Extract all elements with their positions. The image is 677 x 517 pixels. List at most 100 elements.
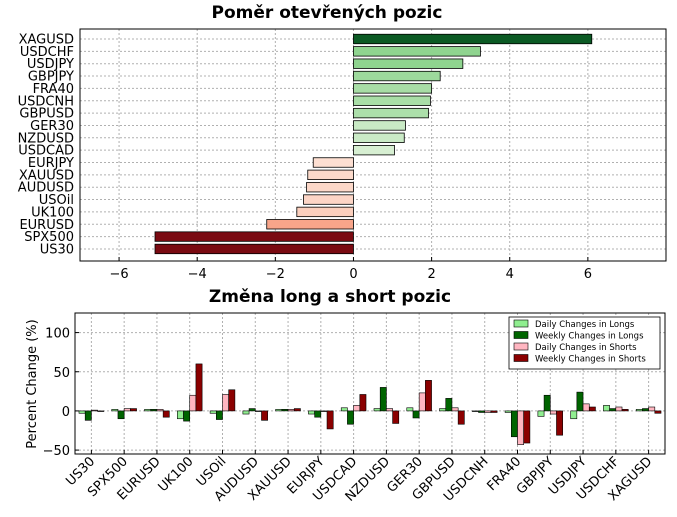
legend-swatch bbox=[513, 342, 529, 351]
change-bar-eurusd-s1 bbox=[150, 409, 158, 412]
ratio-bar-ger30 bbox=[353, 120, 406, 131]
change-bar-eurjpy-s3 bbox=[326, 410, 334, 430]
change-bar-gbpusd-s3 bbox=[457, 410, 465, 425]
ratio-bar-nzdusd bbox=[353, 132, 405, 143]
change-bar-nzdusd-s1 bbox=[379, 387, 387, 412]
ratio-bar-uk100 bbox=[296, 206, 354, 218]
change-bar-fra40-s0 bbox=[504, 410, 512, 413]
change-bar-usdjpy-s2 bbox=[582, 403, 590, 412]
ratio-bar-gbpjpy bbox=[353, 70, 441, 82]
ratio-category-label: XAUUSD bbox=[19, 168, 74, 183]
ratio-category-label: USDCAD bbox=[18, 144, 74, 159]
change-bar-nzdusd-s0 bbox=[373, 408, 381, 412]
change-bar-usdchf-s3 bbox=[621, 409, 629, 412]
ratio-bar-us30 bbox=[154, 243, 354, 255]
ratio-bar-spx500 bbox=[154, 231, 354, 242]
change-bar-eurjpy-s0 bbox=[308, 410, 315, 415]
change-bar-gbpjpy-s2 bbox=[549, 410, 557, 415]
ratio-x-tick-label: 0 bbox=[349, 267, 357, 282]
change-bar-usdcad-s3 bbox=[359, 394, 367, 412]
legend-swatch bbox=[513, 319, 529, 328]
ratio-category-label: GBPJPY bbox=[28, 70, 74, 85]
change-bar-us30-s1 bbox=[84, 410, 92, 421]
change-bar-ger30-s2 bbox=[418, 392, 426, 412]
change-bar-xagusd-s2 bbox=[648, 406, 656, 412]
change-bar-ger30-s0 bbox=[406, 407, 414, 412]
legend-label: Weekly Changes in Shorts bbox=[535, 355, 646, 365]
ratio-chart-x-ticks: −6 −4 −2 0 2 4 6 bbox=[109, 257, 592, 282]
change-bar-gbpusd-s2 bbox=[451, 407, 459, 412]
change-bar-usdchf-s0 bbox=[603, 405, 610, 412]
change-bar-eurusd-s2 bbox=[156, 409, 164, 412]
change-bar-gbpusd-s0 bbox=[439, 408, 447, 412]
change-bar-audusd-s3 bbox=[261, 410, 268, 421]
change-bar-eurjpy-s2 bbox=[320, 410, 328, 412]
change-bar-gbpusd-s1 bbox=[445, 398, 453, 412]
change-bar-fra40-s3 bbox=[523, 410, 531, 444]
ratio-bar-xagusd bbox=[353, 33, 593, 45]
ratio-category-label: AUDUSD bbox=[18, 181, 74, 196]
change-bar-fra40-s2 bbox=[517, 410, 524, 445]
change-y-tick-label: 0 bbox=[62, 405, 70, 420]
legend-label: Daily Changes in Shorts bbox=[535, 343, 637, 353]
ratio-chart-frame bbox=[79, 28, 667, 262]
change-bar-nzdusd-s3 bbox=[392, 410, 400, 424]
ratio-bar-usdjpy bbox=[353, 58, 464, 69]
ratio-category-label: GER30 bbox=[30, 119, 74, 134]
ratio-x-tick-label: −6 bbox=[109, 267, 128, 282]
ratio-x-tick-label: 4 bbox=[506, 267, 514, 282]
ratio-category-label: EURUSD bbox=[19, 218, 74, 233]
change-bar-spx500-s0 bbox=[111, 409, 119, 412]
ratio-bar-fra40 bbox=[353, 83, 433, 94]
change-bar-usdjpy-s3 bbox=[588, 406, 596, 412]
change-bar-usoil-s2 bbox=[222, 394, 229, 412]
change-bar-spx500-s1 bbox=[117, 410, 125, 420]
change-bar-audusd-s2 bbox=[254, 410, 262, 412]
legend-swatch bbox=[513, 331, 529, 339]
ratio-chart: Poměr otevřených pozic XAGUSDUSDCHFUSDJP… bbox=[18, 3, 667, 282]
change-bar-xagusd-s0 bbox=[635, 409, 643, 412]
change-bar-eurusd-s0 bbox=[144, 409, 152, 412]
change-chart-frame bbox=[74, 312, 666, 455]
change-bar-eurjpy-s1 bbox=[314, 410, 322, 418]
change-bar-usdchf-s1 bbox=[609, 408, 617, 412]
change-chart-y-ticks: −50 0 50 100 bbox=[43, 327, 79, 459]
ratio-category-label: SPX500 bbox=[24, 230, 74, 245]
change-bar-audusd-s0 bbox=[242, 410, 250, 415]
change-bar-ger30-s1 bbox=[412, 410, 420, 419]
change-chart-category-labels: US30SPX500EURUSDUK100USOilAUDUSDXAUUSDEU… bbox=[63, 450, 655, 505]
ratio-bar-gbpusd bbox=[353, 107, 429, 119]
ratio-bar-eurjpy bbox=[312, 157, 354, 168]
change-bar-usdjpy-s1 bbox=[576, 391, 584, 412]
change-bar-gbpjpy-s0 bbox=[537, 410, 545, 417]
ratio-x-tick-label: 2 bbox=[427, 267, 435, 282]
legend-label: Weekly Changes in Longs bbox=[535, 332, 644, 342]
ratio-bar-usoil bbox=[303, 194, 354, 205]
change-bar-usdcad-s2 bbox=[353, 405, 361, 412]
change-bar-us30-s3 bbox=[97, 410, 105, 412]
change-chart-title: Změna long a short pozic bbox=[209, 287, 451, 307]
change-y-tick-label: 100 bbox=[45, 327, 70, 342]
change-bar-xauusd-s3 bbox=[293, 408, 301, 412]
change-bar-usdcad-s1 bbox=[347, 410, 354, 425]
change-bar-usdcad-s0 bbox=[340, 407, 348, 412]
change-bar-ger30-s3 bbox=[425, 380, 432, 412]
ratio-x-tick-label: −4 bbox=[188, 267, 207, 282]
change-bar-usdcnh-s0 bbox=[472, 410, 479, 412]
change-bar-usdcnh-s3 bbox=[490, 410, 498, 413]
change-chart-ylabel: Percent Change (%) bbox=[25, 319, 40, 448]
change-bar-us30-s0 bbox=[78, 410, 86, 414]
ratio-category-label: UK100 bbox=[31, 205, 74, 220]
ratio-category-label: GBPUSD bbox=[19, 107, 74, 122]
change-bar-xauusd-s2 bbox=[287, 409, 295, 412]
legend-label: Daily Changes in Longs bbox=[535, 320, 635, 330]
change-bar-usoil-s0 bbox=[209, 410, 217, 414]
legend-box bbox=[508, 316, 661, 370]
change-bar-uk100-s3 bbox=[195, 363, 203, 412]
ratio-chart-title: Poměr otevřených pozic bbox=[212, 3, 443, 23]
change-bar-usdcnh-s2 bbox=[484, 410, 492, 413]
change-bar-gbpjpy-s3 bbox=[556, 410, 563, 436]
legend-swatch bbox=[513, 354, 529, 362]
ratio-category-label: EURJPY bbox=[28, 156, 74, 171]
change-chart: Změna long a short pozic −50 0 50 100 US30S… bbox=[25, 287, 666, 505]
